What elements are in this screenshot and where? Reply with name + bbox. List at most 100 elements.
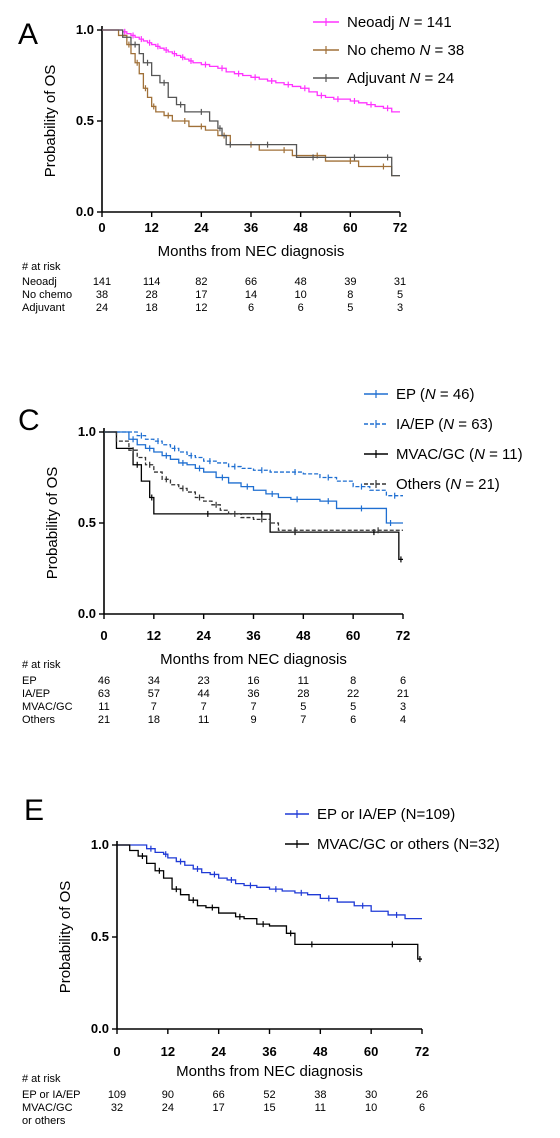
risk-value: 66 (213, 1089, 225, 1101)
panel-e: E 0 12 24 36 48 60 72 0.0 0.5 1.0 Months from NEC d… (22, 794, 500, 1127)
x-tick-label: 48 (293, 220, 307, 235)
y-tick-label: 0.0 (91, 1021, 109, 1036)
x-tick-label: 72 (396, 628, 410, 643)
risk-value: 90 (162, 1089, 174, 1101)
risk-value: 17 (195, 289, 207, 301)
risk-value: 109 (108, 1089, 126, 1101)
series-line-1 (104, 431, 403, 497)
legend-label: EP or IA/EP (N=109) (317, 806, 455, 823)
risk-row-label: Neoadj (22, 276, 57, 288)
risk-value: 36 (247, 688, 259, 700)
y-tick-label: 1.0 (91, 837, 109, 852)
x-tick-label: 0 (113, 1044, 120, 1059)
x-tick-label: 60 (343, 220, 357, 235)
risk-value: 7 (201, 701, 207, 713)
risk-value: 21 (397, 688, 409, 700)
risk-row-label: EP or IA/EP (22, 1089, 81, 1101)
risk-value: 11 (298, 675, 309, 687)
series-line-0 (117, 844, 422, 920)
risk-value: 9 (250, 714, 256, 726)
series-line-0 (104, 431, 403, 524)
x-axis-title: Months from NEC diagnosis (158, 243, 345, 260)
risk-value: 12 (195, 302, 207, 314)
risk-row-label: MVAC/GC (22, 701, 73, 713)
risk-value: 44 (198, 688, 210, 700)
risk-value: 14 (245, 289, 257, 301)
risk-value: 38 (314, 1089, 326, 1101)
y-tick-label: 1.0 (76, 22, 94, 37)
risk-row-label: Others (22, 714, 56, 726)
risk-value: 18 (146, 302, 158, 314)
legend-label: MVAC/GC (N = 11) (396, 446, 523, 463)
risk-value: 5 (350, 701, 356, 713)
risk-value: 28 (146, 289, 158, 301)
risk-value: 11 (98, 701, 109, 713)
x-tick-label: 36 (262, 1044, 276, 1059)
y-tick-label: 0.0 (78, 606, 96, 621)
risk-value: 8 (347, 289, 353, 301)
x-tick-label: 12 (144, 220, 158, 235)
risk-value: 23 (198, 675, 210, 687)
risk-value: 32 (111, 1102, 123, 1114)
risk-row-label: IA/EP (22, 688, 50, 700)
x-tick-label: 24 (194, 220, 209, 235)
y-tick-label: 0.0 (76, 204, 94, 219)
x-tick-label: 36 (246, 628, 260, 643)
series-line-1 (102, 29, 400, 177)
series-line-0 (102, 29, 400, 113)
legend-label: Adjuvant N = 24 (347, 70, 454, 87)
x-tick-label: 24 (211, 1044, 226, 1059)
risk-value: 6 (400, 675, 406, 687)
x-tick-label: 0 (98, 220, 105, 235)
legend-label: Others (N = 21) (396, 476, 500, 493)
risk-value: 11 (315, 1102, 326, 1114)
x-tick-label: 48 (296, 628, 310, 643)
x-tick-label: 60 (364, 1044, 378, 1059)
legend-label: IA/EP (N = 63) (396, 416, 493, 433)
risk-value: 11 (198, 714, 209, 726)
risk-value: 48 (295, 276, 307, 288)
risk-value: 66 (245, 276, 257, 288)
series-line-3 (104, 431, 403, 531)
risk-value: 10 (295, 289, 307, 301)
y-tick-label: 0.5 (78, 515, 96, 530)
legend-label: Neoadj N = 141 (347, 14, 452, 31)
risk-value: 63 (98, 688, 110, 700)
risk-value: 6 (419, 1102, 425, 1114)
y-tick-label: 0.5 (91, 929, 109, 944)
risk-row-label: No chemo (22, 289, 72, 301)
risk-value: 26 (416, 1089, 428, 1101)
panel-letter: E (24, 794, 44, 827)
risk-value: 24 (96, 302, 108, 314)
risk-value: 30 (365, 1089, 377, 1101)
legend-label: No chemo N = 38 (347, 42, 464, 59)
risk-row-label: MVAC/GC (22, 1102, 73, 1114)
x-tick-label: 36 (244, 220, 258, 235)
series-line-2 (104, 431, 403, 561)
x-tick-label: 72 (393, 220, 407, 235)
risk-value: 7 (300, 714, 306, 726)
x-tick-label: 24 (196, 628, 211, 643)
risk-value: 3 (397, 302, 403, 314)
risk-value: 3 (400, 701, 406, 713)
y-axis-title: Probability of OS (44, 467, 61, 580)
risk-row-label: or others (22, 1115, 66, 1127)
risk-value: 31 (394, 276, 406, 288)
risk-value: 57 (148, 688, 160, 700)
risk-value: 7 (151, 701, 157, 713)
risk-value: 114 (143, 276, 161, 288)
risk-value: 28 (297, 688, 309, 700)
risk-table-header: # at risk (22, 659, 61, 671)
risk-value: 7 (250, 701, 256, 713)
panel-letter: A (18, 18, 38, 51)
risk-value: 22 (347, 688, 359, 700)
risk-value: 34 (148, 675, 160, 687)
risk-value: 141 (93, 276, 111, 288)
x-tick-label: 0 (100, 628, 107, 643)
risk-value: 5 (347, 302, 353, 314)
risk-value: 10 (365, 1102, 377, 1114)
risk-value: 52 (263, 1089, 275, 1101)
risk-value: 24 (162, 1102, 174, 1114)
